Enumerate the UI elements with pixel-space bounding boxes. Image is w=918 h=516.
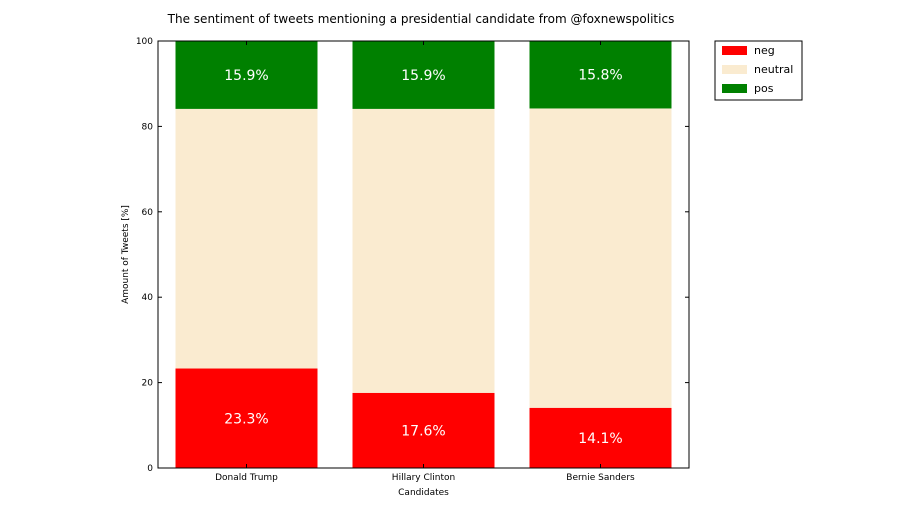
chart-title: The sentiment of tweets mentioning a pre…: [167, 12, 675, 26]
x-tick-label: Donald Trump: [215, 473, 278, 483]
bar-neutral: [352, 108, 495, 393]
x-tick-label: Bernie Sanders: [566, 473, 635, 483]
bar-value-label: 15.9%: [224, 68, 268, 84]
legend-label-neutral: neutral: [754, 63, 793, 76]
legend-label-pos: pos: [754, 82, 774, 95]
y-tick-label: 20: [142, 379, 154, 389]
legend-swatch-neutral: [722, 65, 747, 74]
bar-neutral: [175, 108, 318, 369]
plot-bars: 23.3% 15.9% 17.6% 15.9% 14.1% 15.8%: [175, 41, 672, 468]
bar-pos: [175, 41, 318, 109]
x-axis: Donald Trump Hillary Clinton Bernie Sander…: [215, 41, 635, 483]
bar-value-label: 15.8%: [578, 68, 622, 84]
legend-label-neg: neg: [754, 44, 775, 57]
bar-neg: [175, 368, 318, 468]
bar-value-label: 23.3%: [224, 411, 268, 427]
x-tick-label: Hillary Clinton: [392, 473, 455, 483]
y-tick-label: 0: [147, 464, 153, 474]
bar-neutral: [529, 108, 672, 408]
bar-pos: [352, 41, 495, 109]
bar-value-label: 15.9%: [401, 68, 445, 84]
x-axis-label: Candidates: [398, 488, 449, 498]
bar-neg: [529, 407, 672, 468]
bar-neg: [352, 392, 495, 468]
y-axis: 0 20 40 60 80 100: [136, 37, 689, 474]
legend-swatch-neg: [722, 46, 747, 55]
y-tick-label: 100: [136, 37, 153, 47]
legend-swatch-pos: [722, 84, 747, 93]
bar-value-label: 17.6%: [401, 423, 445, 439]
y-tick-label: 80: [142, 122, 154, 132]
y-axis-label: Amount of Tweets [%]: [121, 205, 131, 304]
bar-pos: [529, 41, 672, 109]
bar-value-label: 14.1%: [578, 431, 622, 447]
legend: neg neutral pos: [714, 40, 803, 101]
y-tick-label: 60: [142, 208, 154, 218]
y-tick-label: 40: [142, 293, 154, 303]
